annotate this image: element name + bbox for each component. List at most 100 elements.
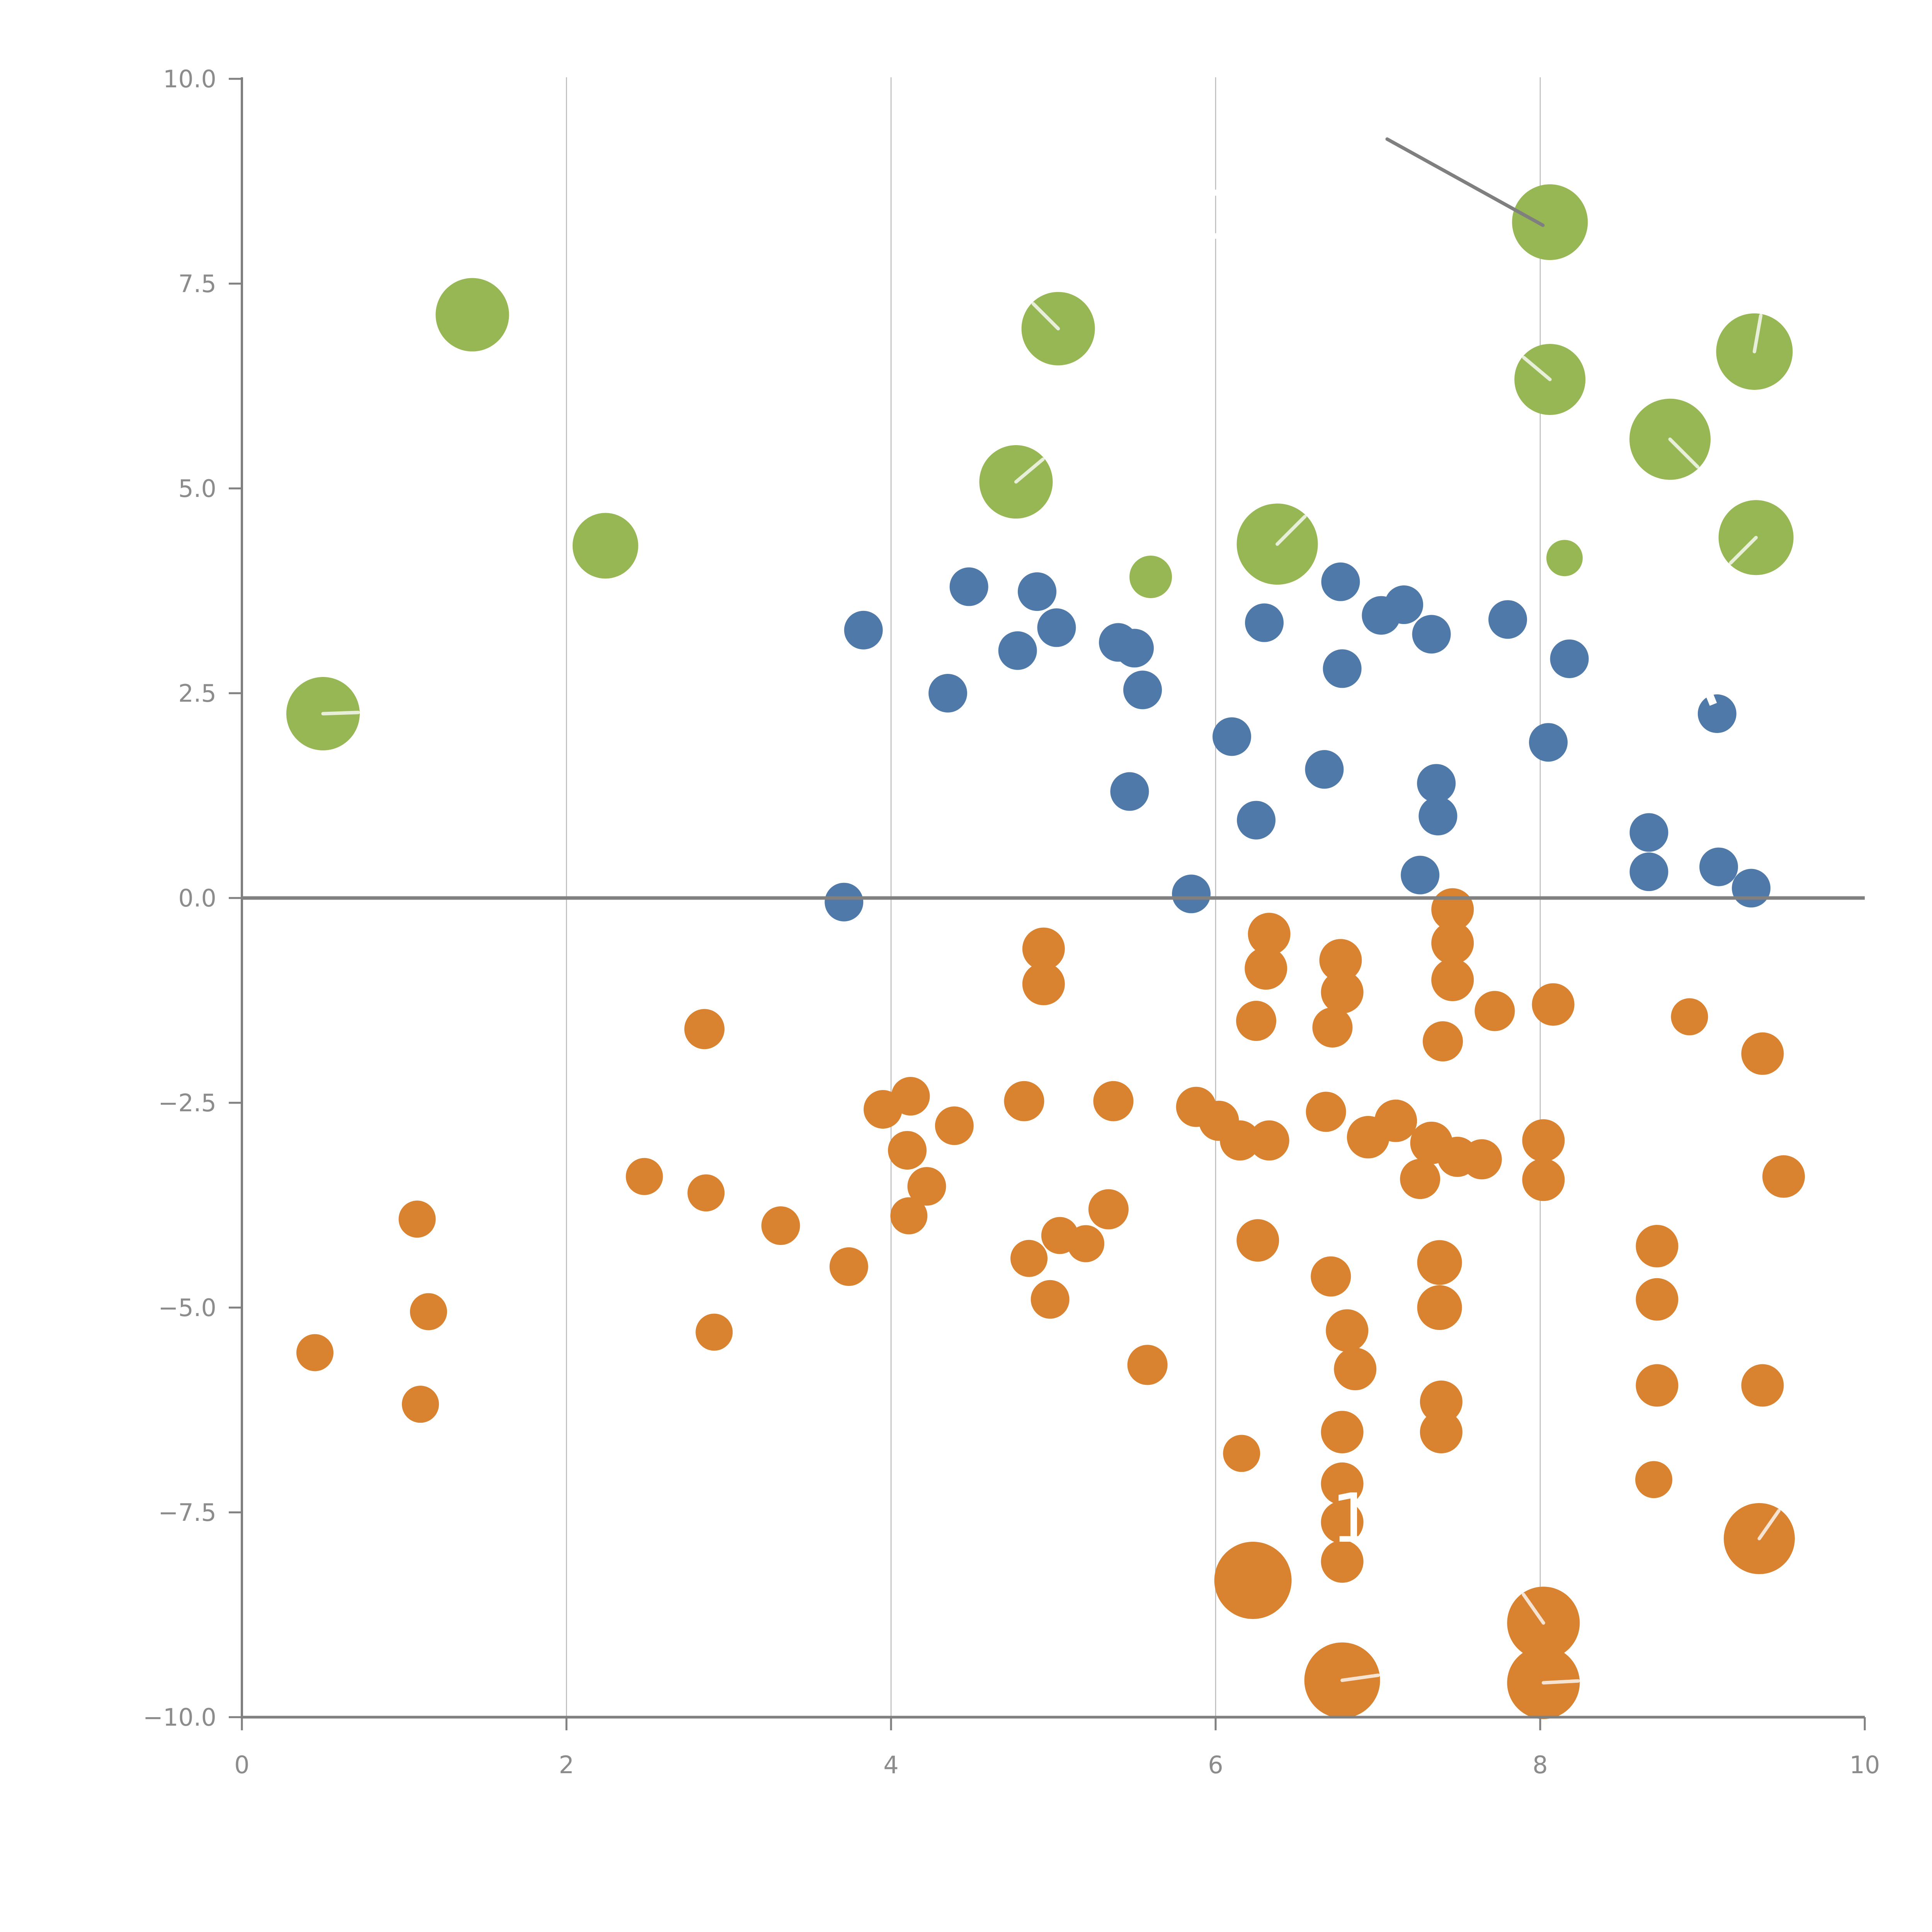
orange-dots-point <box>1321 971 1364 1014</box>
orange-dots-point <box>1374 1099 1417 1142</box>
orange-dots-point <box>1635 1461 1672 1498</box>
blue-dots-point <box>825 883 864 922</box>
green-bubbles-point <box>572 513 638 579</box>
orange-dots-point <box>1417 1240 1462 1285</box>
blue-dots-point <box>1418 797 1458 835</box>
y-tick-label: 0.0 <box>178 884 216 912</box>
orange-dots-point <box>1022 963 1065 1005</box>
orange-dots-point <box>1004 1081 1044 1121</box>
blue-dots-point <box>1417 764 1456 803</box>
y-tick-label: 7.5 <box>178 270 216 298</box>
orange-dots-point <box>891 1077 930 1116</box>
orange-dots-point <box>402 1386 439 1423</box>
tick-labels-layer: 10.0 7.5 5.0 2.5 0.0 −2.5 −5.0 −7.5 −10.0 0 2 4 6 8 10 <box>143 65 1880 1779</box>
blue-dots-point <box>1529 723 1568 762</box>
blue-dots-point <box>1172 874 1211 913</box>
orange-dots-point <box>1741 1032 1784 1075</box>
orange-dots-point <box>1321 1411 1364 1454</box>
x-tick-label: 10 <box>1850 1751 1880 1779</box>
orange-dots-point <box>1236 1219 1279 1262</box>
orange-dots-point <box>1431 959 1474 1001</box>
x-tick-label: 0 <box>234 1751 249 1779</box>
orange-dots-point <box>1220 1120 1260 1161</box>
orange-dots-point <box>696 1313 733 1351</box>
blue-dots-point <box>1488 600 1527 639</box>
orange-dots-point <box>1636 1364 1679 1407</box>
blue-dots-point <box>1629 813 1668 852</box>
y-tick-label: −2.5 <box>158 1089 216 1117</box>
orange-dots-point <box>1431 922 1474 964</box>
green-bubbles-point <box>1512 184 1588 260</box>
orange-dots-point <box>1671 998 1708 1036</box>
orange-dots-point <box>1245 947 1287 990</box>
green-bubbles-point <box>435 278 509 352</box>
orange-dots-point <box>1321 1540 1364 1583</box>
x-tick-label: 4 <box>883 1751 898 1779</box>
bubble-spoke-line <box>1014 457 1045 484</box>
blue-dots-point <box>1412 615 1451 654</box>
bubble-spoke-line <box>1541 1679 1580 1685</box>
blue-dots-point <box>1037 608 1076 647</box>
y-tick-label: −7.5 <box>158 1498 216 1527</box>
white-overlay-label: 1 <box>1331 1480 1374 1558</box>
orange-dots-point <box>1249 1120 1289 1161</box>
orange-dots-point <box>1532 983 1575 1026</box>
bubble-spoke-line <box>1276 515 1307 546</box>
orange-dots-point <box>410 1293 447 1330</box>
blue-dots-point <box>1245 603 1284 642</box>
bubble-spoke-line <box>1729 536 1758 565</box>
blue-dots-point <box>949 567 988 606</box>
annotation-leader-line <box>1385 137 1545 227</box>
orange-dots-point <box>1306 1092 1346 1132</box>
orange-dots-point <box>684 1009 724 1049</box>
blue-dots-point <box>1699 847 1738 886</box>
bubble-notch <box>1706 694 1717 706</box>
orange-dots-point <box>1311 1256 1351 1297</box>
orange-dots-point <box>890 1197 928 1235</box>
orange-dots-point <box>1236 1001 1276 1041</box>
orange-dots-point <box>1321 1501 1364 1544</box>
blue-dots-point <box>1237 801 1276 840</box>
orange-dots-point <box>626 1158 663 1195</box>
orange-dots-point <box>1423 1021 1463 1061</box>
orange-dots-point <box>1010 1240 1048 1277</box>
orange-dots-point <box>1741 1364 1784 1407</box>
orange-dots-point <box>1522 1158 1565 1201</box>
orange-dots-point <box>1420 1380 1463 1423</box>
orange-dots-point <box>296 1334 333 1371</box>
orange-dots-point <box>1762 1155 1805 1198</box>
x-tick-label: 6 <box>1208 1751 1223 1779</box>
orange-dots-point <box>1475 991 1515 1031</box>
orange-dots-point <box>1321 1462 1364 1505</box>
orange-dots-point <box>1248 913 1291 956</box>
orange-dots-point <box>398 1201 436 1238</box>
green-bubbles-point <box>1546 540 1583 577</box>
orange-dots-point <box>907 1167 946 1206</box>
blue-dots-point <box>1213 717 1251 756</box>
bubble-spoke-line <box>321 711 360 716</box>
green-bubbles-point <box>1129 555 1172 598</box>
blue-dots-point <box>1321 562 1360 601</box>
orange-dots-point <box>1127 1345 1168 1385</box>
y-tick-label: 10.0 <box>163 65 216 93</box>
blue-dots-point <box>1550 639 1589 678</box>
blue-dots-point <box>1629 852 1668 891</box>
orange-dots-point <box>761 1206 800 1245</box>
orange-dots-point <box>1461 1139 1502 1180</box>
blue-dots-point <box>1384 585 1423 624</box>
x-tick-label: 8 <box>1532 1751 1548 1779</box>
bubble-spoke-line <box>1757 1509 1781 1541</box>
orange-dots-point <box>1334 1348 1377 1390</box>
blue-dots-point <box>1018 572 1056 611</box>
blue-dots-point <box>1401 855 1440 895</box>
orange-dots-point <box>1312 1007 1353 1048</box>
bubble-spoke-line <box>1522 1592 1545 1625</box>
blue-dots-point <box>929 674 967 713</box>
orange-dots-point <box>1093 1081 1134 1121</box>
blue-dots-point <box>1697 694 1736 733</box>
y-tick-label: 2.5 <box>178 679 216 707</box>
orange-dots-point <box>1636 1225 1679 1267</box>
blue-dots-point <box>1732 869 1770 908</box>
